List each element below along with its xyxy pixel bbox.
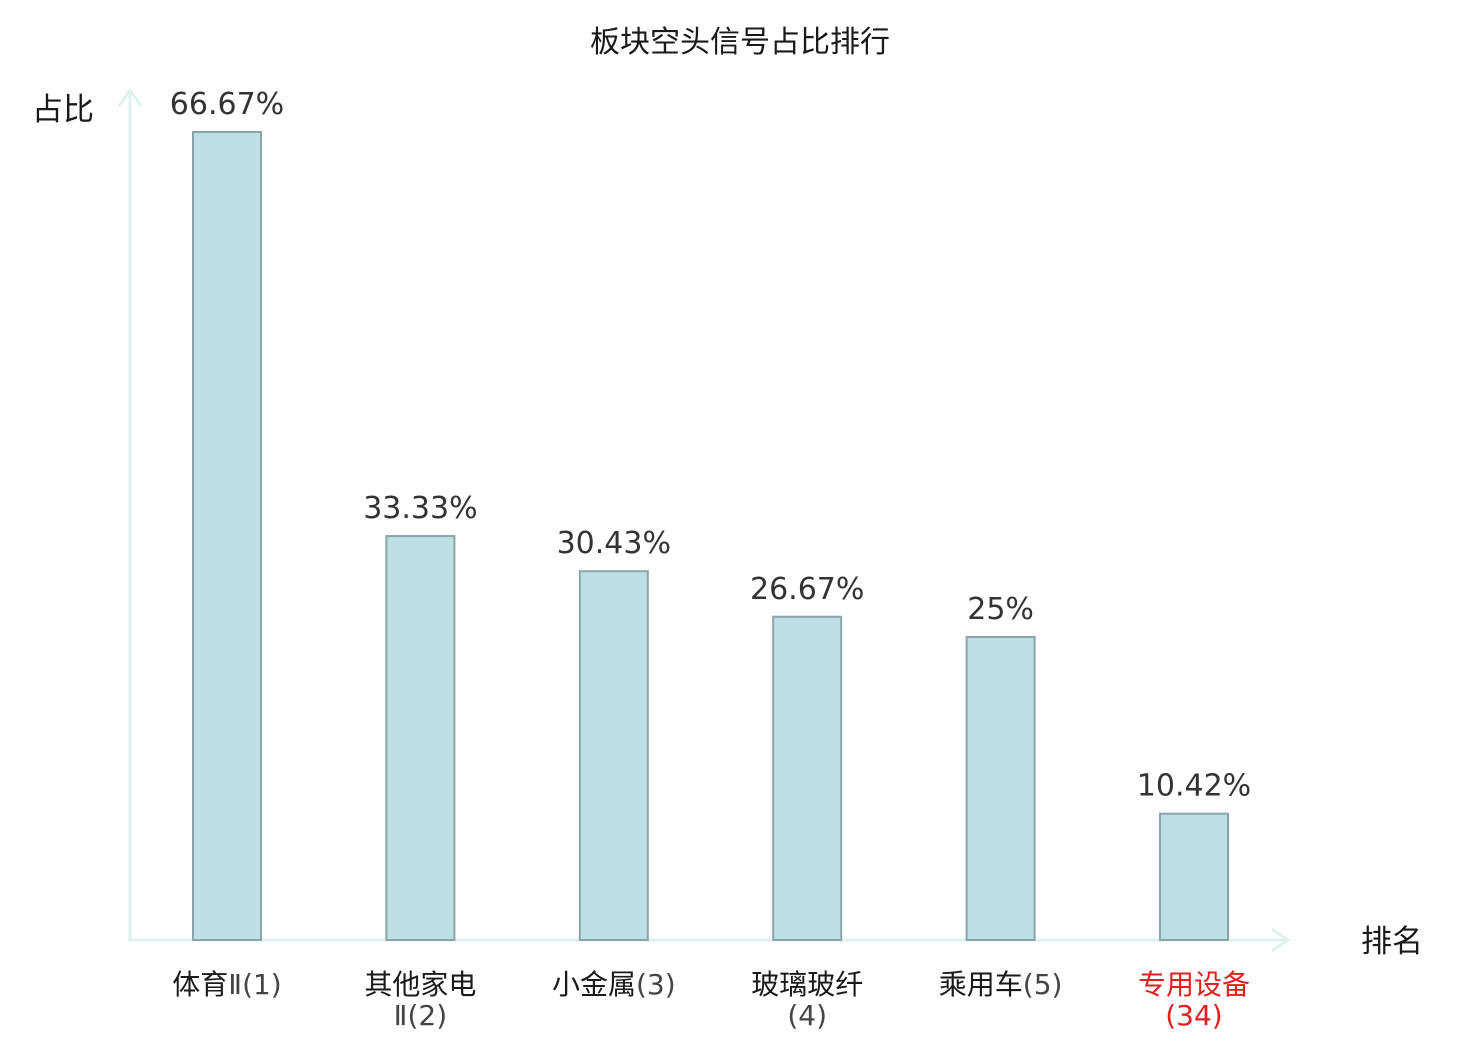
value-label-6: 10.42% xyxy=(1137,769,1251,804)
category-label-2: 其他家电 Ⅱ(2) xyxy=(364,968,476,1032)
value-label-3: 30.43% xyxy=(557,526,671,561)
axes xyxy=(117,87,1291,953)
y-axis-arrow xyxy=(117,87,143,107)
value-label-1: 66.67% xyxy=(170,87,284,122)
bar-2 xyxy=(385,535,456,941)
bars xyxy=(192,131,1229,942)
value-label-5: 25% xyxy=(967,592,1034,627)
bar-1 xyxy=(192,131,262,941)
chart-title: 板块空头信号占比排行 xyxy=(590,25,890,60)
value-label-2: 33.33% xyxy=(363,491,477,526)
bar-3 xyxy=(578,570,649,941)
y-axis-label: 占比 xyxy=(32,92,94,128)
category-label-4: 玻璃玻纤(4) xyxy=(751,968,863,1032)
value-labels: 66.67% 33.33% 30.43% 26.67% 25% 10.42% xyxy=(170,87,1251,804)
bar-6 xyxy=(1159,812,1229,942)
category-label-6: 专用设备(34) xyxy=(1138,968,1250,1032)
category-label-1: 体育Ⅱ(1) xyxy=(172,968,281,1001)
category-labels: 体育Ⅱ(1) 其他家电 Ⅱ(2) 小金属(3) 玻璃玻纤(4) 乘用车(5) 专用设备(34… xyxy=(172,968,1250,1032)
x-axis-arrow xyxy=(1271,927,1291,953)
x-axis-label: 排名 xyxy=(1361,924,1423,960)
category-label-3: 小金属(3) xyxy=(552,968,676,1001)
value-label-4: 26.67% xyxy=(750,572,864,607)
bar-4 xyxy=(772,615,843,941)
category-label-5: 乘用车(5) xyxy=(939,968,1063,1001)
bar-5 xyxy=(965,636,1036,941)
